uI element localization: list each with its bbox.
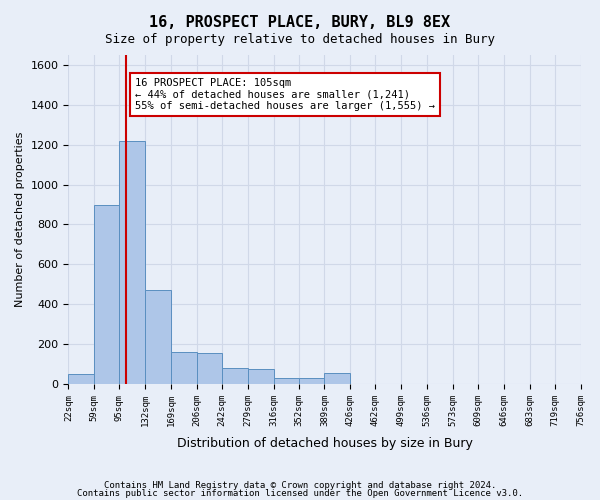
Text: Contains public sector information licensed under the Open Government Licence v3: Contains public sector information licen… [77,488,523,498]
Bar [325,373,350,384]
Bar [248,369,274,384]
Bar [68,374,94,384]
Bar [299,378,325,384]
X-axis label: Distribution of detached houses by size in Bury: Distribution of detached houses by size … [176,437,472,450]
Y-axis label: Number of detached properties: Number of detached properties [15,132,25,307]
Bar [171,352,197,384]
Bar [145,290,171,384]
Text: 16, PROSPECT PLACE, BURY, BL9 8EX: 16, PROSPECT PLACE, BURY, BL9 8EX [149,15,451,30]
Bar [119,140,145,384]
Text: Size of property relative to detached houses in Bury: Size of property relative to detached ho… [105,32,495,46]
Text: Contains HM Land Registry data © Crown copyright and database right 2024.: Contains HM Land Registry data © Crown c… [104,481,496,490]
Bar [222,368,248,384]
Text: 16 PROSPECT PLACE: 105sqm
← 44% of detached houses are smaller (1,241)
55% of se: 16 PROSPECT PLACE: 105sqm ← 44% of detac… [135,78,435,111]
Bar [274,378,299,384]
Bar [94,204,119,384]
Bar [197,353,222,384]
